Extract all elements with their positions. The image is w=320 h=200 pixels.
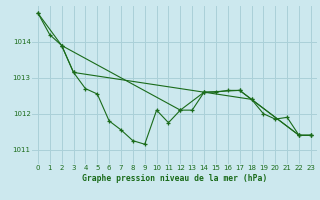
X-axis label: Graphe pression niveau de la mer (hPa): Graphe pression niveau de la mer (hPa): [82, 174, 267, 183]
